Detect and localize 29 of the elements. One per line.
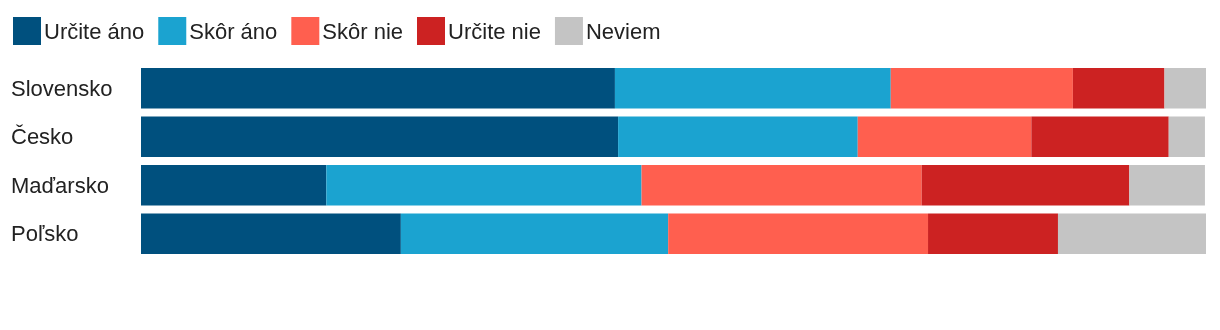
- legend-label: Určite áno: [44, 18, 145, 44]
- bar: [890, 67, 1073, 109]
- legend-label: Skôr nie: [322, 18, 404, 44]
- bar: [618, 116, 858, 158]
- bar: [641, 164, 922, 206]
- bar: [141, 164, 327, 206]
- legend-label: Neviem: [585, 18, 661, 44]
- bar: [326, 164, 642, 206]
- y-tick-label: Česko: [11, 124, 74, 150]
- bar: [928, 213, 1058, 255]
- legend-label: Určite nie: [448, 18, 541, 44]
- bar: [1031, 116, 1169, 158]
- bar: [857, 116, 1032, 158]
- bar: [614, 67, 891, 109]
- bar: [668, 213, 929, 255]
- bar: [921, 164, 1130, 206]
- bar: [1072, 67, 1165, 109]
- bar: [400, 213, 669, 255]
- bar: [141, 67, 615, 109]
- y-tick-label: Slovensko: [11, 75, 113, 101]
- bar: [1164, 67, 1206, 109]
- bar: [141, 213, 401, 255]
- bar: [1168, 116, 1205, 158]
- bar: [141, 116, 619, 158]
- bar: [1057, 213, 1206, 255]
- legend-label: Skôr áno: [189, 18, 278, 44]
- y-tick-label: Poľsko: [11, 221, 79, 247]
- bar: [1129, 164, 1205, 206]
- y-tick-label: Maďarsko: [11, 172, 109, 198]
